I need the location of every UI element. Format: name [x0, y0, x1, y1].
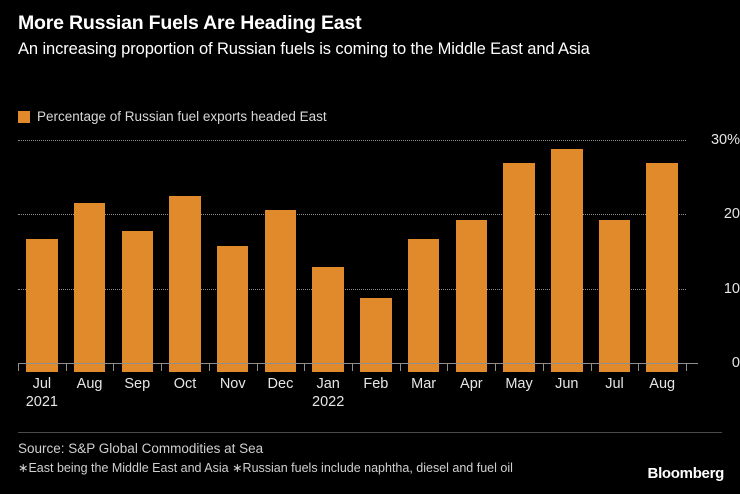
chart-legend: Percentage of Russian fuel exports heade…	[18, 110, 327, 124]
x-label-month: Aug	[76, 376, 103, 392]
legend-color-swatch	[18, 111, 30, 123]
y-axis-tick-label: 0	[731, 355, 740, 371]
bar-jan-2022[interactable]	[312, 267, 344, 372]
y-axis-tick-label: 30%	[710, 132, 740, 148]
x-axis-label: Aug.	[66, 375, 114, 412]
bar-slot	[400, 140, 448, 372]
x-label-month: May	[505, 376, 533, 392]
x-label-year: 2022	[312, 394, 345, 410]
x-axis-label: Dec.	[257, 375, 305, 412]
x-label-month: Feb	[363, 376, 389, 392]
x-label-month: Nov	[219, 376, 246, 392]
chart-subtitle: An increasing proportion of Russian fuel…	[18, 40, 590, 58]
x-label-month: Jul	[605, 376, 624, 392]
axis-baseline	[18, 363, 698, 364]
plot-area: 30% 20 10 0	[18, 133, 740, 372]
x-axis-label: Nov.	[209, 375, 257, 412]
x-axis-tick	[686, 364, 687, 371]
bar-slot	[352, 140, 400, 372]
bar-slot	[447, 140, 495, 372]
x-axis-tick	[447, 364, 448, 371]
x-axis-tick	[113, 364, 114, 371]
x-axis-tick	[161, 364, 162, 371]
legend-series-label: Percentage of Russian fuel exports heade…	[37, 109, 327, 124]
bar-slot	[161, 140, 209, 372]
bar-slot	[113, 140, 161, 372]
x-label-month: Oct	[173, 376, 197, 392]
x-axis-label: Jul.	[591, 375, 639, 412]
y-axis-tick-label: 10	[723, 280, 740, 297]
chart-title: More Russian Fuels Are Heading East	[18, 12, 362, 34]
bar-nov-2021[interactable]	[216, 246, 249, 372]
bar-slot	[209, 140, 257, 372]
chart-header: More Russian Fuels Are Heading East An i…	[18, 10, 724, 60]
gridline-20	[18, 214, 686, 216]
source-text: Source: S&P Global Commodities at Sea	[18, 441, 264, 456]
bar-may-2022[interactable]	[503, 163, 535, 372]
gridline-30	[18, 140, 686, 141]
x-axis-label: Feb.	[352, 375, 400, 412]
x-axis-tick	[257, 364, 258, 371]
x-axis-tick	[400, 364, 401, 371]
x-axis-label: Jul 2021	[18, 375, 66, 412]
bar-slot	[591, 140, 639, 372]
bar-aug-2021[interactable]	[73, 203, 106, 372]
x-label-month: Sep	[124, 376, 151, 392]
chart-footer: Source: S&P Global Commodities at Sea ∗E…	[18, 440, 618, 476]
x-axis-labels: Jul2021Aug.Sep.Oct.Nov.Dec.Jan2022Feb.Ma…	[18, 375, 686, 412]
gridline-10	[18, 288, 686, 290]
x-axis-tick	[495, 364, 496, 371]
x-axis	[18, 140, 698, 372]
bar-apr-2022[interactable]	[455, 220, 488, 372]
bar-dec-2021[interactable]	[264, 209, 297, 372]
x-axis-tick	[543, 364, 544, 371]
bar-sep-2021[interactable]	[121, 230, 154, 372]
gridlines: 30% 20 10 0	[18, 133, 740, 372]
bar-slot	[638, 140, 686, 372]
x-axis-label: Sep.	[113, 375, 161, 412]
bloomberg-logo: Bloomberg	[647, 465, 725, 482]
bar-jul-2022[interactable]	[598, 220, 631, 372]
bar-oct-2021[interactable]	[169, 195, 201, 372]
x-axis-tick	[18, 364, 19, 371]
bar-jun-2022[interactable]	[551, 149, 583, 372]
bar-slot	[304, 140, 352, 372]
bar-slot	[18, 140, 66, 372]
bar-feb-2022[interactable]	[360, 297, 392, 372]
bar-series	[18, 140, 686, 372]
y-axis-tick-label: 20	[723, 206, 740, 223]
x-label-month: Dec	[267, 376, 294, 392]
x-label-month: Jun	[555, 376, 579, 392]
bar-mar-2022[interactable]	[407, 238, 440, 372]
bar-slot	[543, 140, 591, 372]
x-axis-tick	[591, 364, 592, 371]
x-axis-tick	[638, 364, 639, 371]
bar-jul-2021[interactable]	[26, 238, 58, 372]
x-label-month: Apr	[460, 376, 483, 392]
x-axis-label: Jun.	[543, 375, 591, 412]
x-axis-tick	[66, 364, 67, 371]
bar-slot	[495, 140, 543, 372]
x-axis-label: May.	[495, 375, 543, 412]
x-axis-tick	[352, 364, 353, 371]
footnote-text: ∗East being the Middle East and Asia ∗Ru…	[18, 461, 513, 475]
x-axis-label: Aug.	[638, 375, 686, 412]
x-axis-label: Oct.	[161, 375, 209, 412]
bar-aug-2022[interactable]	[646, 163, 678, 372]
x-axis-label: Mar.	[400, 375, 448, 412]
x-label-month: Aug	[649, 376, 676, 392]
x-label-month: Mar	[411, 376, 437, 392]
x-axis-label: Jan 2022	[304, 375, 352, 412]
x-axis-tick	[209, 364, 210, 371]
bar-slot	[257, 140, 305, 372]
x-axis-label: Apr.	[447, 375, 495, 412]
bar-slot	[66, 140, 114, 372]
x-label-year: 2021	[25, 394, 58, 410]
x-axis-tick	[304, 364, 305, 371]
x-label-month: Jan	[316, 376, 340, 392]
x-label-month: Jul	[32, 376, 52, 392]
footer-divider	[18, 432, 722, 433]
